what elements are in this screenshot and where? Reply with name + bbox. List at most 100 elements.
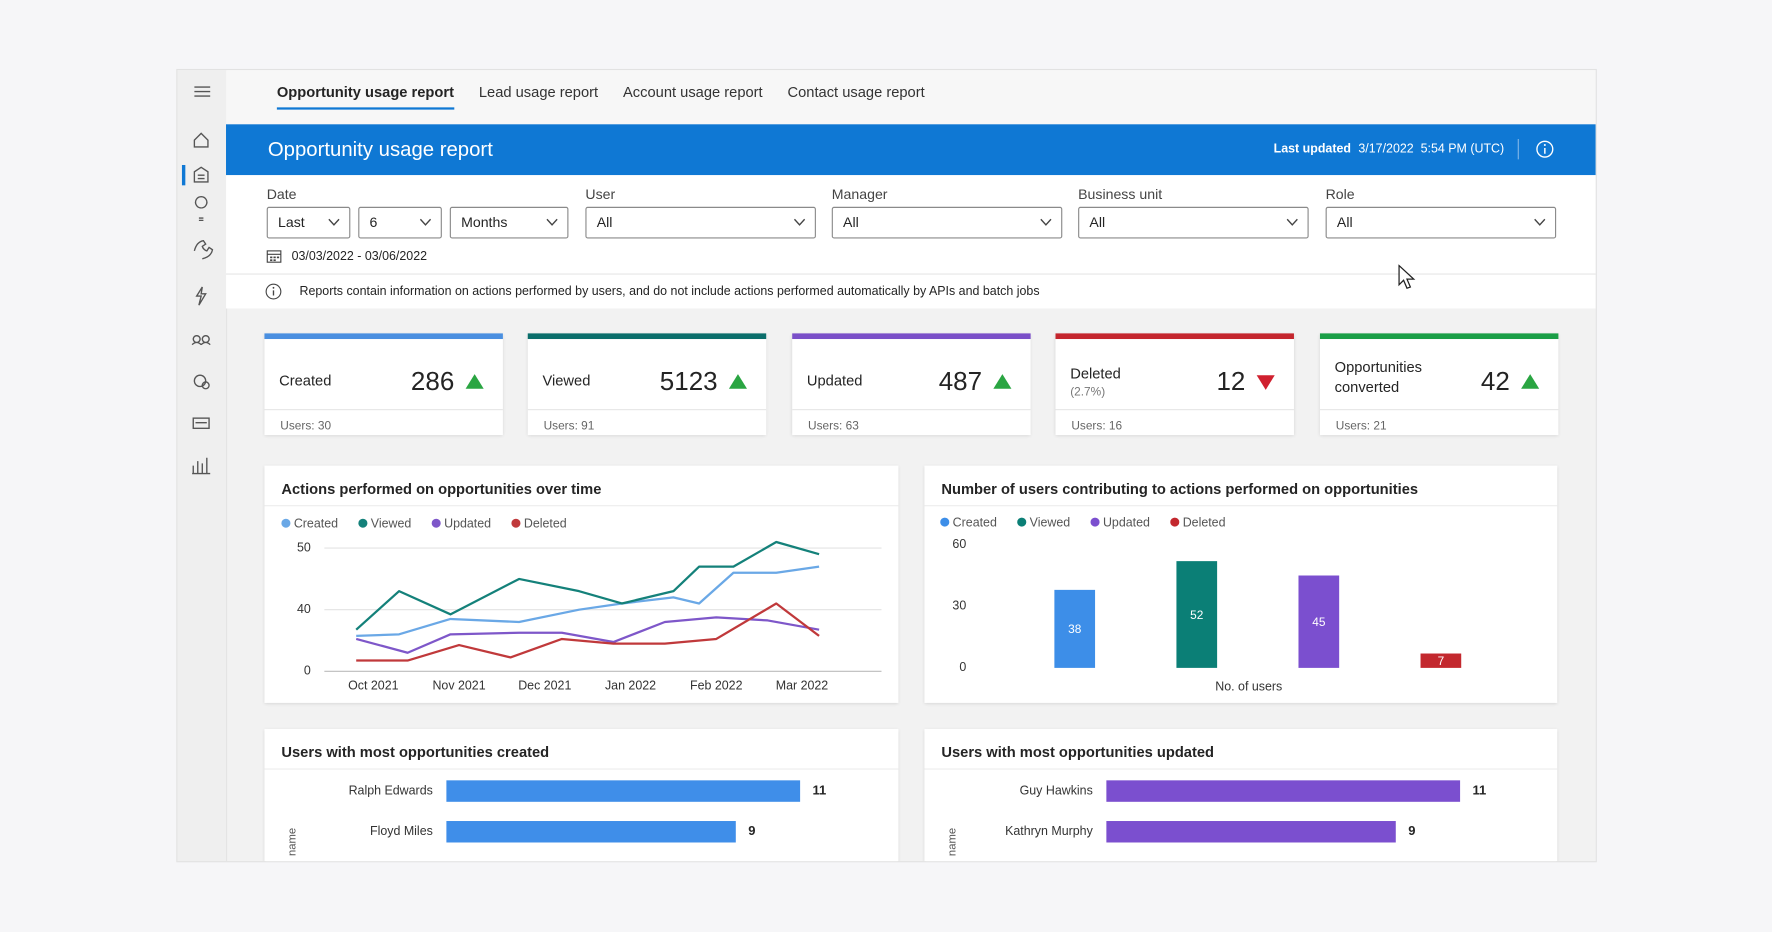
activity-icon[interactable] [195, 286, 207, 306]
trend-arrow [1256, 375, 1275, 390]
legend-label: Created [953, 516, 997, 530]
dropdown[interactable]: Months [449, 206, 569, 239]
bar-value-label: 45 [1312, 615, 1326, 629]
legend-label: Updated [444, 517, 491, 531]
legend-dot [358, 518, 368, 528]
bar [1106, 821, 1396, 843]
report-header: Opportunity usage report Last updated 3/… [226, 124, 1596, 176]
home-icon[interactable] [193, 132, 209, 148]
tab-bar [226, 70, 1596, 125]
bar-value-label: 38 [1068, 622, 1082, 636]
tab[interactable]: Account usage report [622, 83, 763, 101]
card-divider [264, 768, 899, 770]
dropdown[interactable]: All [1325, 206, 1557, 239]
dropdown-value: Last [278, 214, 305, 231]
legend-dot [1017, 517, 1027, 527]
users-icon[interactable] [191, 334, 211, 346]
bar-value-label: 11 [1473, 783, 1487, 798]
chart-title: Number of users contributing to actions … [941, 480, 1419, 498]
chevron [419, 218, 432, 226]
app-content: Opportunity usage report Lead usage repor… [177, 70, 1596, 862]
kpi-value: 286 [410, 366, 455, 396]
bar [446, 780, 801, 802]
calls-icon[interactable] [193, 239, 214, 260]
chevron [1040, 218, 1052, 226]
filter-label: Role [1325, 186, 1355, 203]
kpi-users: Users: 91 [543, 419, 595, 433]
kpi-label: Updated [806, 371, 863, 389]
legend-dot [1090, 517, 1100, 527]
kpi-value: 5123 [659, 366, 718, 396]
leads-icon[interactable] [194, 195, 208, 222]
x-tick-label: Nov 2021 [432, 678, 485, 692]
legend-label: Viewed [371, 517, 412, 531]
chevron [546, 218, 558, 226]
series-line [355, 616, 820, 654]
kpi-users: Users: 63 [808, 419, 859, 433]
kpi-card: Updated 487 Users: 63 [792, 333, 1031, 436]
bar-value-label: 7 [1438, 654, 1445, 668]
menu-icon[interactable] [194, 86, 211, 97]
reports-icon[interactable] [192, 457, 211, 475]
legend-label: Created [294, 517, 338, 531]
y-tick-label: 60 [952, 537, 966, 551]
tab[interactable]: Contact usage report [787, 83, 925, 101]
dropdown[interactable]: Last [266, 206, 351, 239]
card-divider [924, 768, 1558, 770]
legend-dot [511, 518, 521, 528]
legend-dot [281, 518, 291, 528]
bar-value-label: 9 [1408, 823, 1415, 838]
trend-icon [728, 374, 747, 389]
y-tick-label: 30 [952, 599, 966, 613]
chevron-path [1286, 218, 1298, 226]
globe-icon[interactable] [193, 374, 207, 388]
legend-label: Deleted [524, 517, 567, 531]
category-label: Floyd Miles [370, 824, 433, 838]
kpi-users: Users: 16 [1071, 419, 1123, 433]
bar-value-label: 9 [748, 823, 755, 838]
report-title: Opportunity usage report [267, 137, 493, 161]
category-label: Guy Hawkins [1020, 783, 1093, 797]
trend-icon [1521, 374, 1540, 389]
kpi-divider [527, 409, 767, 411]
trend-icon [993, 374, 1012, 389]
chevron-path [546, 218, 558, 226]
notice-bar: Reports contain information on actions p… [226, 273, 1596, 309]
cards-icon[interactable] [192, 417, 210, 429]
tab-list: Opportunity usage report Lead usage repor… [276, 83, 925, 110]
x-tick-label: Mar 2022 [776, 678, 829, 692]
kpi-users: Users: 30 [280, 419, 332, 433]
tab[interactable]: Lead usage report [478, 83, 599, 101]
series-line [356, 565, 820, 638]
trend-arrow [728, 374, 747, 389]
filter-label: Manager [831, 186, 888, 203]
dropdown[interactable]: All [1078, 206, 1309, 239]
divider [1517, 139, 1519, 160]
chevron [328, 218, 340, 226]
kpi-label: Viewed [542, 371, 591, 389]
info-button[interactable] [1535, 139, 1555, 159]
dropdown[interactable]: All [831, 206, 1063, 239]
accounts-icon[interactable] [193, 166, 209, 183]
x-tick-label: Jan 2022 [605, 678, 656, 692]
kpi-divider [1319, 409, 1559, 411]
kpi-divider [1055, 409, 1294, 411]
kpi-value: 487 [938, 366, 983, 396]
y-tick-label: 0 [959, 660, 966, 674]
dropdown[interactable]: 6 [358, 206, 442, 239]
trend-arrow [1521, 374, 1540, 389]
x-tick-label: Feb 2022 [690, 678, 743, 692]
filter-label: Date [266, 186, 297, 203]
legend-label: Viewed [1030, 516, 1071, 530]
x-tick-label: Oct 2021 [348, 678, 399, 692]
bar [1420, 653, 1462, 668]
tab[interactable]: Opportunity usage report [276, 84, 455, 110]
trend-icon [1256, 375, 1275, 390]
chevron [1534, 218, 1546, 226]
y-axis-label: name [947, 828, 959, 856]
kpi-label: Created [279, 371, 332, 389]
chart-title: Users with most opportunities updated [941, 743, 1215, 761]
dropdown[interactable]: All [585, 206, 816, 239]
bar [1176, 561, 1218, 668]
